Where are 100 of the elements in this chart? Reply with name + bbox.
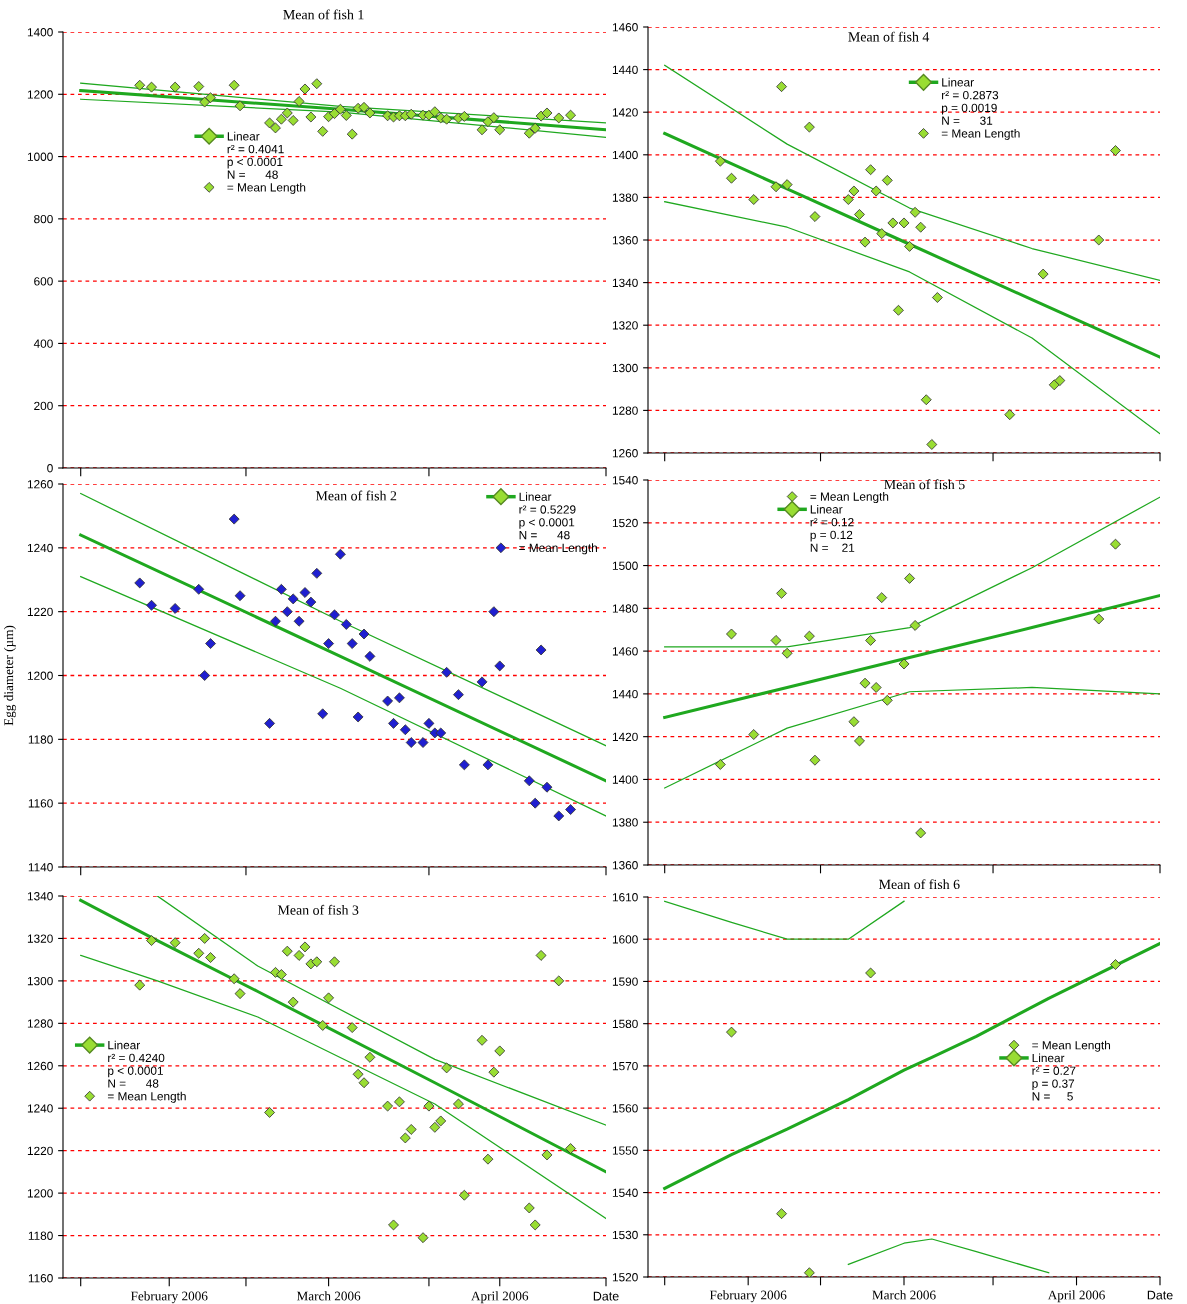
y-tick-label: 1340	[27, 892, 53, 901]
y-tick-label: 600	[34, 277, 53, 286]
line-series	[663, 131, 1160, 359]
x-tick-label: April 2006	[1047, 1290, 1105, 1303]
y-tick-label: 1590	[612, 977, 638, 986]
x-axis-title: Date	[1147, 1290, 1173, 1300]
annotation: p = 0.37	[1032, 1079, 1075, 1091]
y-tick-label: 1320	[27, 934, 53, 943]
y-tick-label: 1520	[612, 518, 638, 528]
y-tick-label: 1380	[612, 818, 638, 827]
legend-label: = Mean Length	[941, 128, 1020, 140]
y-tick-label: 1000	[27, 152, 53, 161]
y-tick-label: 1300	[27, 976, 53, 986]
legend-label: Linear	[519, 492, 552, 501]
y-tick-label: 1180	[28, 1231, 53, 1240]
x-tick-label: February 2006	[709, 1290, 787, 1303]
chart-title: Mean of fish 1	[283, 9, 364, 20]
y-tick-label: 800	[34, 214, 53, 224]
annotation: r² = 0.4041	[227, 144, 284, 154]
legend-label: Linear	[108, 1040, 141, 1050]
line-series	[663, 941, 1160, 1190]
y-tick-label: 1220	[27, 607, 53, 617]
annotation: p = 0.12	[810, 530, 853, 542]
annotation: p < 0.0001	[519, 518, 575, 529]
y-tick-label: 1540	[612, 1188, 638, 1197]
x-tick-label: March 2006	[872, 1290, 936, 1300]
y-tick-label: 1440	[612, 689, 638, 699]
y-tick-label: 1140	[28, 863, 53, 872]
y-tick-label: 1340	[612, 278, 638, 287]
x-axis-title: Date	[593, 1291, 619, 1301]
x-tick-label: March 2006	[296, 1291, 361, 1301]
y-tick-label: 1200	[27, 90, 53, 99]
annotation: N = 21	[810, 543, 855, 552]
y-tick-label: 1240	[27, 1104, 53, 1113]
y-tick-label: 1260	[612, 449, 638, 458]
annotation: r² = 0.5229	[519, 505, 576, 514]
y-tick-label: 1180	[28, 735, 53, 744]
y-tick-label: 1260	[27, 1061, 53, 1071]
chart-title: Mean of fish 4	[848, 31, 930, 42]
chart-title: Mean of fish 5	[884, 479, 965, 490]
y-tick-label: 1500	[612, 561, 638, 570]
annotation: N = 48	[519, 530, 570, 540]
y-tick-label: 1540	[612, 476, 638, 485]
y-tick-label: 1530	[612, 1230, 638, 1240]
y-tick-label: 200	[34, 401, 53, 411]
y-tick-label: 1280	[27, 1019, 53, 1028]
annotation: r² = 0.12	[810, 517, 854, 527]
y-tick-label: 1260	[27, 480, 53, 489]
y-tick-label: 0	[47, 464, 53, 473]
x-tick-label: February 2006	[130, 1291, 208, 1304]
y-tick-label: 1580	[612, 1019, 638, 1029]
y-tick-label: 1280	[612, 406, 638, 415]
line-series	[663, 593, 1160, 719]
annotation: p < 0.0001	[227, 157, 283, 169]
y-tick-label: 1200	[27, 1189, 53, 1198]
legend-label: Linear	[227, 131, 260, 141]
y-tick-label: 1440	[612, 65, 638, 74]
y-tick-label: 1560	[612, 1104, 638, 1113]
legend-label: Linear	[942, 77, 974, 87]
line-series	[664, 64, 1160, 282]
line-series	[847, 1238, 1050, 1274]
y-tick-label: 1520	[612, 1273, 638, 1282]
legend-label: = Mean Length	[227, 182, 306, 194]
y-tick-label: 1610	[612, 893, 638, 902]
y-tick-label: 1360	[612, 861, 638, 870]
y-tick-label: 1220	[27, 1146, 53, 1156]
annotation: p < 0.0001	[108, 1066, 163, 1078]
line-series	[80, 954, 606, 1220]
y-tick-label: 1160	[28, 799, 53, 808]
y-axis-title: Egg diameter (µm)	[3, 625, 16, 726]
annotation: N = 5	[1032, 1092, 1073, 1101]
y-tick-label: 1420	[612, 108, 638, 117]
y-tick-label: 1400	[612, 775, 638, 784]
legend-label: = Mean Length	[810, 492, 889, 504]
y-tick-label: 1400	[27, 28, 53, 37]
line-series	[79, 898, 606, 1174]
y-tick-label: 1380	[612, 193, 638, 202]
annotation: r² = 0.27	[1032, 1066, 1076, 1075]
y-tick-label: 1460	[612, 647, 638, 656]
y-tick-label: 1300	[612, 363, 638, 373]
annotation: r² = 0.4240	[108, 1053, 165, 1063]
y-tick-label: 1480	[612, 604, 638, 613]
legend-label: = Mean Length	[1032, 1040, 1111, 1052]
annotation: N = 48	[108, 1079, 159, 1088]
y-tick-label: 1550	[612, 1146, 638, 1155]
y-tick-label: 1600	[612, 935, 638, 944]
annotation: N = 31	[942, 116, 993, 125]
y-tick-label: 1400	[612, 150, 638, 160]
y-tick-label: 1460	[612, 23, 638, 32]
y-tick-label: 1320	[612, 321, 638, 330]
chart-title: Mean of fish 3	[277, 904, 359, 915]
chart-title: Mean of fish 6	[879, 879, 960, 890]
y-tick-label: 1570	[612, 1061, 638, 1071]
legend-label: = Mean Length	[107, 1091, 186, 1103]
legend-label: = Mean Length	[519, 543, 597, 555]
x-tick-label: April 2006	[471, 1291, 529, 1304]
y-tick-label: 1420	[612, 732, 638, 742]
legend-label: Linear	[810, 504, 843, 514]
line-series	[664, 686, 1160, 789]
y-tick-label: 1240	[27, 543, 53, 553]
